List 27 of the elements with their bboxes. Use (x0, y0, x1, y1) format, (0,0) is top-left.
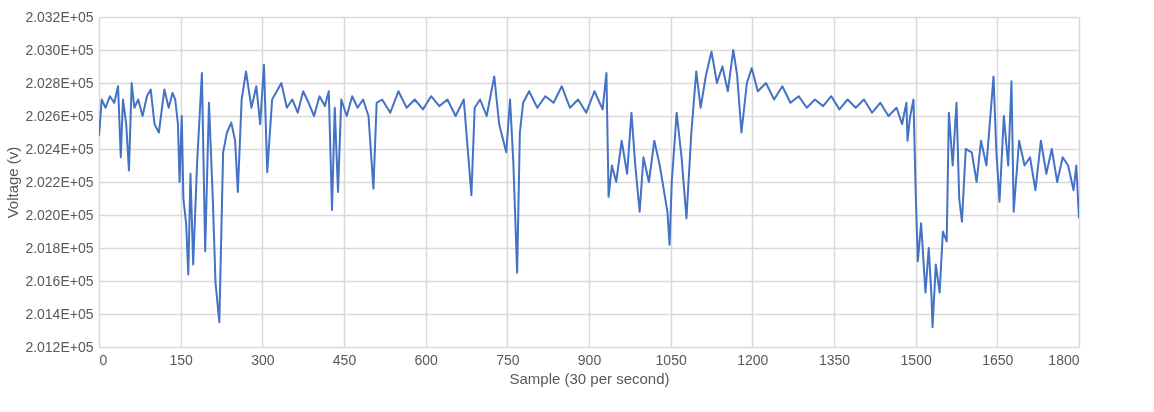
x-tick-label: 1500 (900, 351, 932, 368)
x-tick-label: 900 (577, 351, 602, 368)
y-tick-label: 2.026E+05 (25, 107, 94, 124)
x-tick-label: 300 (251, 351, 275, 368)
x-tick-label: 450 (332, 351, 357, 368)
x-tick-label: 1800 (1048, 351, 1080, 368)
y-tick-label: 2.018E+05 (25, 239, 94, 256)
y-tick-label: 2.016E+05 (25, 272, 94, 289)
y-tick-label: 2.020E+05 (25, 206, 94, 223)
x-tick-label: 150 (169, 351, 194, 368)
y-tick-label: 2.032E+05 (25, 8, 94, 25)
x-tick-label: 600 (414, 351, 439, 368)
y-tick-label: 2.024E+05 (25, 140, 94, 157)
x-tick-label: 0 (99, 351, 108, 368)
x-tick-label: 1200 (737, 351, 769, 368)
x-tick-label: 1350 (818, 351, 851, 368)
y-tick-label: 2.012E+05 (25, 338, 94, 355)
y-axis-title: Voltage (v) (4, 146, 22, 219)
x-tick-label: 750 (496, 351, 520, 368)
y-tick-label: 2.014E+05 (25, 305, 94, 322)
y-tick-label: 2.022E+05 (25, 173, 94, 190)
x-tick-label: 1050 (655, 351, 687, 368)
x-axis-title: Sample (30 per second) (509, 369, 670, 387)
line-series (99, 49, 1079, 329)
y-tick-label: 2.030E+05 (25, 41, 94, 58)
x-tick-label: 1650 (982, 351, 1014, 368)
y-tick-label: 2.028E+05 (25, 74, 94, 91)
